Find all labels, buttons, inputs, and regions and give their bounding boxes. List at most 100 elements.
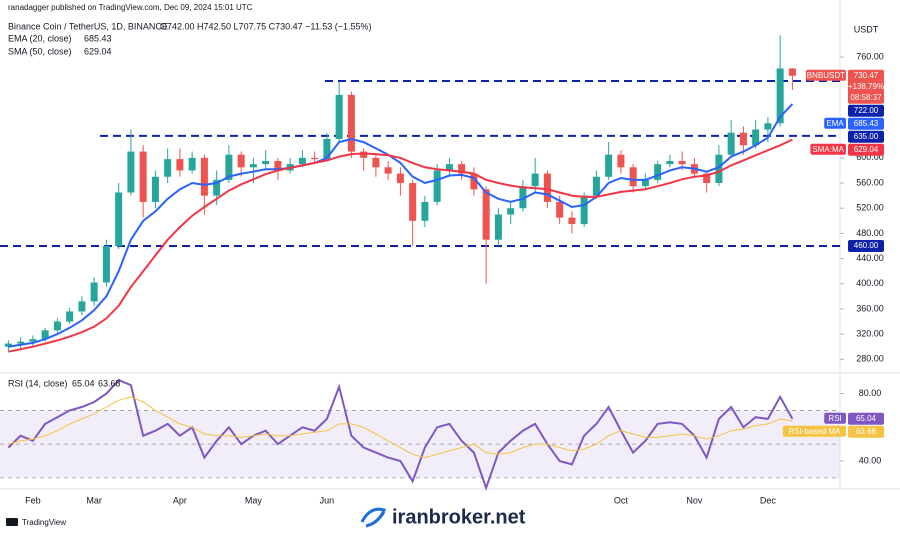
series-tag (782, 425, 846, 437)
candle-body (433, 170, 441, 202)
series-tag (810, 143, 846, 155)
indicator-line (8, 138, 793, 353)
series-tag-text: BNBUSDT (807, 71, 845, 80)
candle-body (788, 68, 796, 76)
candle-body (225, 154, 233, 180)
candle-body (372, 157, 380, 168)
candle-body (752, 129, 760, 146)
candle-body (776, 68, 784, 124)
price-badge (848, 117, 884, 130)
indicator-line (8, 103, 794, 348)
price-badge-text: 730.47 (854, 71, 879, 80)
candle-body (494, 214, 502, 240)
y-tick-label: 400.00 (856, 278, 884, 288)
symbol-title: Binance Coin / TetherUS, 1D, BINANCE (8, 21, 168, 31)
candle-body (262, 161, 270, 165)
candle-body (396, 173, 404, 184)
candle-body (115, 192, 123, 246)
candle-body (53, 321, 61, 331)
candle-body (641, 179, 649, 187)
price-badge-text: 635.00 (854, 132, 879, 141)
indicator-legend-name: EMA (20, close) (8, 33, 72, 43)
candle-body (727, 132, 735, 155)
price-badge (848, 425, 884, 438)
candle-body (127, 151, 135, 193)
candle-body (200, 157, 208, 196)
candle-body (739, 132, 747, 146)
candle-body (90, 282, 98, 302)
rsi-legend-ma: 63.68 (98, 378, 121, 388)
series-tag-text: RSI-based MA (788, 427, 841, 436)
price-badge-text: 722.00 (854, 106, 879, 115)
candle-body (384, 167, 392, 174)
indicator-legend-value: 685.43 (84, 33, 112, 43)
candle-body (519, 186, 527, 209)
y-tick-label: 480.00 (856, 228, 884, 238)
rsi-line (7, 378, 794, 492)
price-badge (848, 143, 884, 156)
candle-body (543, 173, 551, 202)
indicator-legend-name: SMA (50, close) (8, 46, 72, 56)
candle-body (482, 189, 490, 240)
brand: TradingView (6, 518, 66, 527)
candle-body (507, 208, 515, 215)
candle-body (176, 159, 184, 171)
y-tick-label: 760.00 (856, 52, 884, 62)
candle-body (66, 311, 74, 322)
y-tick-label: 520.00 (856, 203, 884, 213)
candle-body (41, 330, 49, 340)
price-badge (848, 412, 884, 425)
indicator-legend-value: 629.04 (84, 46, 112, 56)
candle-body (164, 159, 172, 177)
candle-body (703, 173, 711, 184)
price-badge-text: +138.79% (848, 82, 884, 91)
price-badge-text: 629.04 (854, 145, 879, 154)
candle-body (654, 164, 662, 180)
candle-body (605, 154, 613, 177)
rsi-line (8, 396, 793, 459)
series-tag (824, 117, 846, 129)
y-tick-label: 560.00 (856, 177, 884, 187)
candle-body (629, 167, 637, 187)
candle-body (556, 201, 564, 218)
candle-body (617, 154, 625, 168)
series-tag-text: EMA (826, 119, 844, 128)
y-tick-label: 280.00 (856, 354, 884, 364)
y-tick-label: 40.00 (859, 455, 882, 465)
x-tick-label: Dec (760, 495, 777, 505)
candle-body (151, 176, 159, 202)
candle-body (323, 138, 331, 160)
candle-body (666, 161, 674, 165)
candle-body (360, 151, 368, 158)
candle-body (249, 164, 257, 168)
candle-body (237, 154, 245, 168)
candle-body (458, 164, 466, 174)
y-tick-label: 320.00 (856, 328, 884, 338)
candle-body (102, 245, 110, 283)
series-tag (805, 69, 846, 81)
x-tick-label: Feb (25, 495, 41, 505)
candle-body (311, 157, 319, 160)
brand-logo (6, 518, 18, 526)
price-badge (848, 239, 884, 252)
candle-body (4, 343, 12, 347)
x-tick-label: Mar (86, 495, 102, 505)
candle-body (213, 179, 221, 196)
candle-body (298, 157, 306, 165)
candle-body (139, 151, 147, 202)
candle-body (274, 161, 282, 171)
rsi-legend-value: 65.04 (72, 378, 95, 388)
candle-body (568, 217, 576, 224)
price-badge-text: 460.00 (854, 241, 879, 250)
x-tick-label: Apr (173, 495, 187, 505)
unit-label: USDT (854, 24, 879, 34)
series-tag-text: RSI (828, 414, 841, 423)
series-tag-text: SMA:MA (812, 145, 844, 154)
price-badge (848, 69, 884, 104)
price-badge-text: 08:58:37 (850, 93, 882, 102)
x-tick-label: Jun (320, 495, 335, 505)
candles (4, 35, 796, 352)
y-tick-label: 600.00 (856, 152, 884, 162)
